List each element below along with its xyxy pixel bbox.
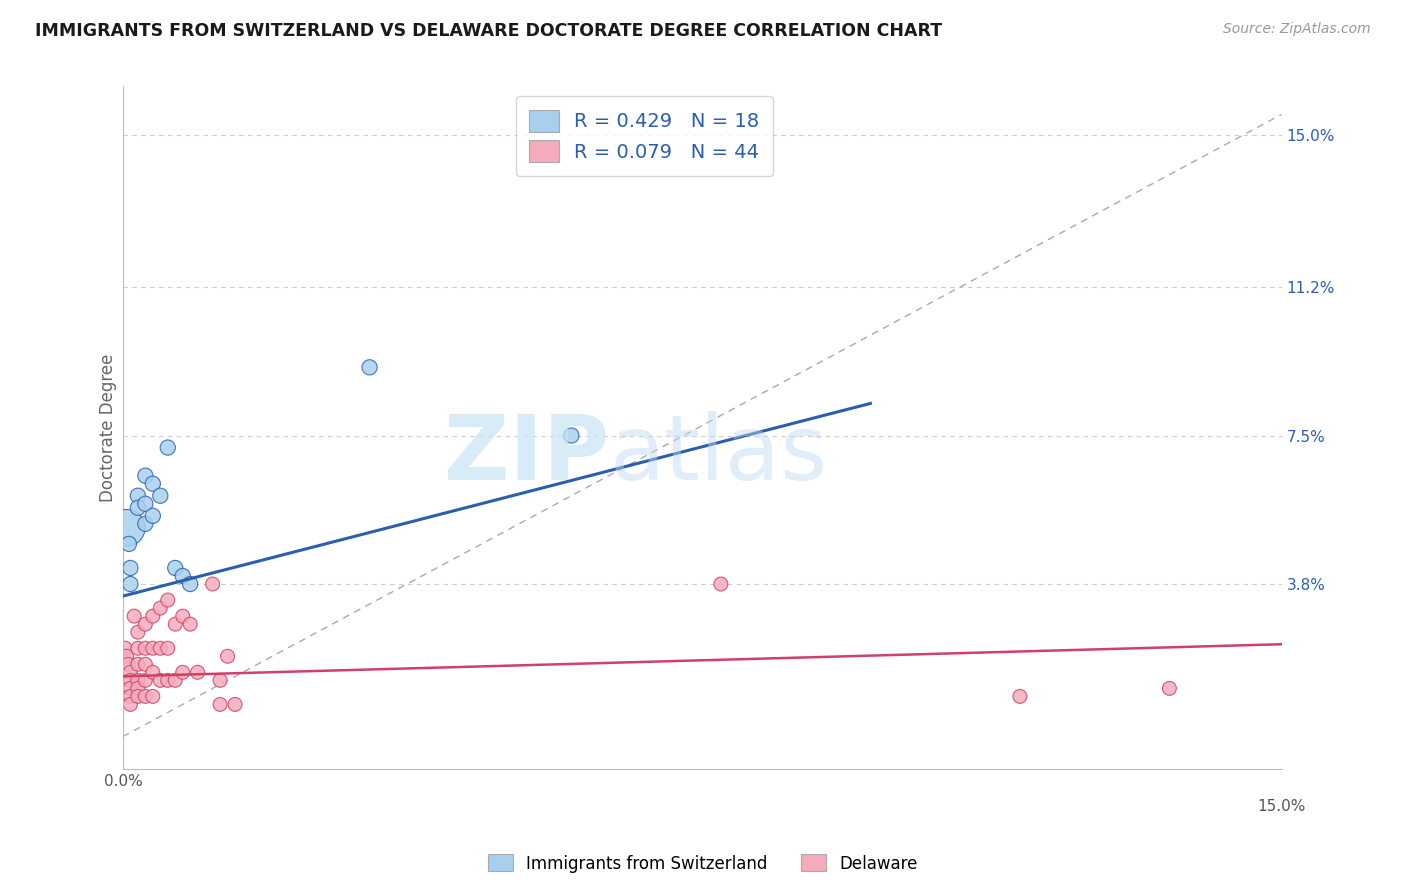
- Point: [710, 577, 733, 591]
- Point: [209, 698, 232, 712]
- Point: [359, 360, 381, 375]
- Point: [156, 641, 179, 656]
- Point: [117, 657, 139, 672]
- Point: [149, 641, 172, 656]
- Text: atlas: atlas: [610, 411, 828, 499]
- Legend: Immigrants from Switzerland, Delaware: Immigrants from Switzerland, Delaware: [481, 847, 925, 880]
- Point: [127, 657, 149, 672]
- Point: [115, 521, 138, 535]
- Point: [156, 441, 179, 455]
- Point: [122, 609, 145, 624]
- Point: [142, 508, 165, 523]
- Point: [127, 673, 149, 688]
- Point: [172, 609, 194, 624]
- Point: [127, 690, 149, 704]
- Point: [224, 698, 246, 712]
- Point: [179, 577, 201, 591]
- Point: [179, 617, 201, 632]
- Point: [172, 665, 194, 680]
- Point: [165, 617, 187, 632]
- Point: [217, 649, 239, 664]
- Point: [142, 665, 165, 680]
- Point: [120, 577, 142, 591]
- Point: [134, 497, 156, 511]
- Text: ZIP: ZIP: [444, 411, 610, 499]
- Point: [156, 673, 179, 688]
- Point: [120, 681, 142, 696]
- Point: [134, 641, 156, 656]
- Point: [134, 468, 156, 483]
- Point: [127, 641, 149, 656]
- Point: [120, 690, 142, 704]
- Point: [142, 641, 165, 656]
- Point: [209, 673, 232, 688]
- Point: [156, 593, 179, 607]
- Point: [142, 476, 165, 491]
- Point: [120, 698, 142, 712]
- Point: [120, 561, 142, 575]
- Point: [127, 625, 149, 640]
- Legend: R = 0.429   N = 18, R = 0.079   N = 44: R = 0.429 N = 18, R = 0.079 N = 44: [516, 96, 773, 176]
- Point: [172, 569, 194, 583]
- Point: [118, 537, 141, 551]
- Point: [134, 617, 156, 632]
- Point: [560, 428, 582, 442]
- Point: [114, 641, 136, 656]
- Y-axis label: Doctorate Degree: Doctorate Degree: [100, 353, 117, 501]
- Point: [115, 649, 138, 664]
- Point: [165, 673, 187, 688]
- Point: [187, 665, 209, 680]
- Point: [165, 561, 187, 575]
- Point: [134, 673, 156, 688]
- Point: [1008, 690, 1031, 704]
- Point: [142, 609, 165, 624]
- Point: [149, 489, 172, 503]
- Text: IMMIGRANTS FROM SWITZERLAND VS DELAWARE DOCTORATE DEGREE CORRELATION CHART: IMMIGRANTS FROM SWITZERLAND VS DELAWARE …: [35, 22, 942, 40]
- Point: [127, 500, 149, 515]
- Point: [201, 577, 224, 591]
- Point: [142, 690, 165, 704]
- Point: [149, 601, 172, 615]
- Point: [134, 516, 156, 531]
- Point: [1159, 681, 1181, 696]
- Point: [120, 673, 142, 688]
- Point: [127, 489, 149, 503]
- Point: [134, 657, 156, 672]
- Text: Source: ZipAtlas.com: Source: ZipAtlas.com: [1223, 22, 1371, 37]
- Text: 15.0%: 15.0%: [1257, 799, 1306, 814]
- Point: [134, 690, 156, 704]
- Point: [120, 665, 142, 680]
- Point: [127, 681, 149, 696]
- Point: [149, 673, 172, 688]
